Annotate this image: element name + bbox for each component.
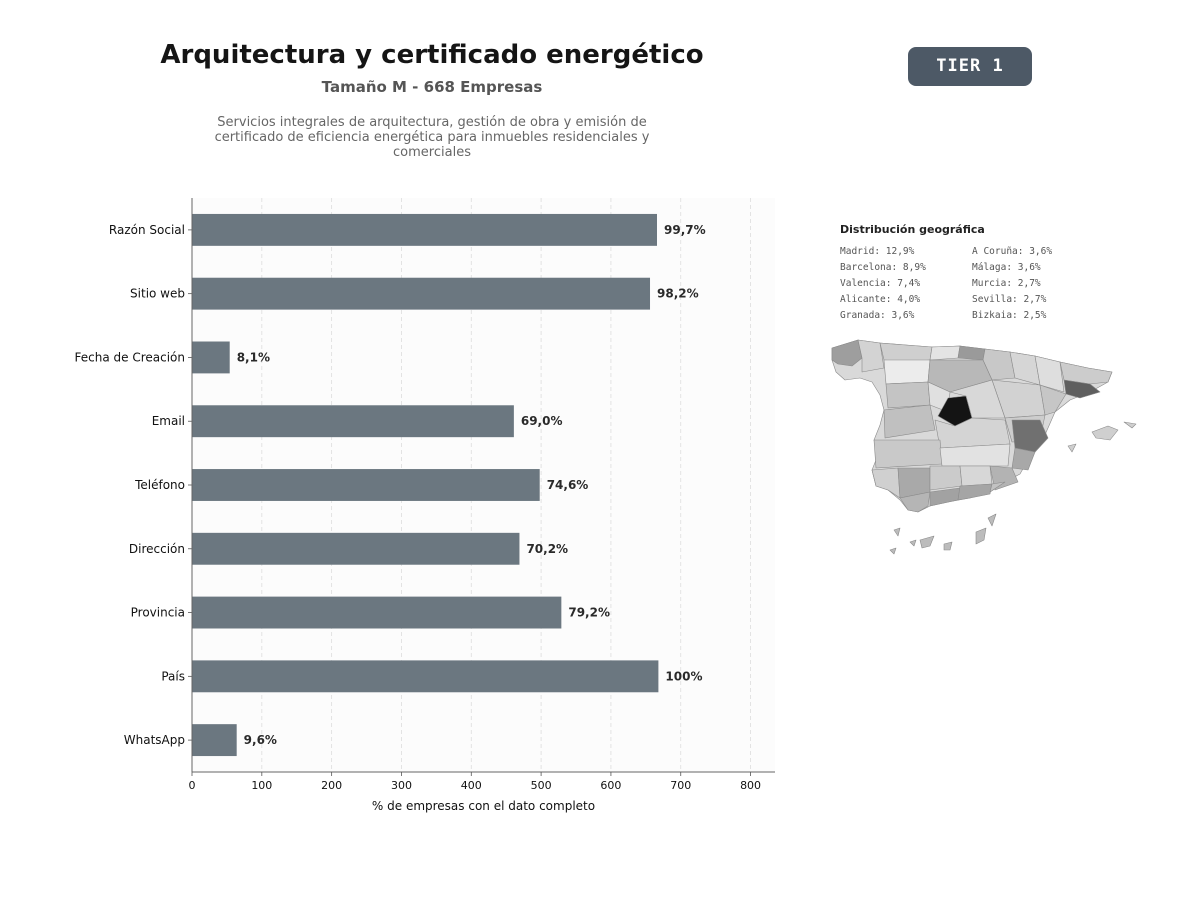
bar bbox=[192, 596, 562, 629]
geo-item: Murcia: 2,7% bbox=[972, 278, 1041, 289]
geo-distribution-title: Distribución geográfica bbox=[840, 223, 985, 236]
x-tick-label: 400 bbox=[461, 779, 482, 792]
province-ciudad-real bbox=[939, 443, 1011, 467]
y-tick-label: Fecha de Creación bbox=[75, 350, 185, 364]
geo-item: Bizkaia: 2,5% bbox=[972, 310, 1047, 321]
x-tick-label: 700 bbox=[670, 779, 691, 792]
bar bbox=[192, 213, 658, 246]
province-asturias bbox=[879, 342, 933, 363]
data-label: 79,2% bbox=[568, 606, 610, 620]
province-bizkaia bbox=[957, 345, 986, 361]
province-badajoz bbox=[873, 439, 943, 469]
y-tick-label: Provincia bbox=[131, 606, 185, 620]
sector-description: Servicios integrales de arquitectura, ge… bbox=[214, 115, 650, 160]
geo-item: Málaga: 3,6% bbox=[972, 262, 1041, 273]
province-navarra bbox=[982, 348, 1016, 381]
data-label: 8,1% bbox=[237, 350, 270, 364]
data-label: 99,7% bbox=[664, 223, 706, 237]
geo-distribution-list: Madrid: 12,9% A Coruña: 3,6% Barcelona: … bbox=[840, 246, 1100, 322]
x-tick-label: 600 bbox=[600, 779, 621, 792]
province-lugo bbox=[857, 339, 885, 373]
geo-item: Alicante: 4,0% bbox=[840, 294, 921, 305]
geo-item: Sevilla: 2,7% bbox=[972, 294, 1047, 305]
geo-item: A Coruña: 3,6% bbox=[972, 246, 1053, 257]
balearic-islands bbox=[1091, 425, 1119, 441]
x-tick-label: 100 bbox=[251, 779, 272, 792]
tier-badge: TIER 1 bbox=[908, 47, 1032, 86]
x-axis-title: % de empresas con el dato completo bbox=[372, 799, 595, 813]
data-label: 74,6% bbox=[547, 478, 589, 492]
y-tick-label: Teléfono bbox=[134, 478, 185, 492]
province-zamora bbox=[885, 381, 931, 409]
province-jaen bbox=[959, 465, 993, 487]
province-cantabria bbox=[929, 345, 961, 361]
data-label: 98,2% bbox=[657, 287, 699, 301]
page-subtitle: Tamaño M - 668 Empresas bbox=[321, 78, 543, 96]
data-label: 100% bbox=[665, 669, 702, 683]
province-cadiz bbox=[899, 491, 931, 513]
geo-item: Valencia: 7,4% bbox=[840, 278, 921, 289]
y-tick-label: Dirección bbox=[129, 542, 185, 556]
province-barcelona bbox=[1063, 379, 1101, 399]
province-tarragona bbox=[1039, 384, 1067, 416]
data-label: 70,2% bbox=[526, 542, 568, 556]
geo-item: Granada: 3,6% bbox=[840, 310, 915, 321]
province-huelva bbox=[871, 467, 901, 499]
x-tick-label: 500 bbox=[531, 779, 552, 792]
y-tick-label: País bbox=[161, 669, 185, 683]
y-tick-label: WhatsApp bbox=[124, 733, 185, 747]
province-lleida bbox=[1034, 355, 1065, 393]
bar bbox=[192, 660, 659, 693]
bar bbox=[192, 277, 651, 310]
geo-item: Barcelona: 8,9% bbox=[840, 262, 926, 273]
province-guadalajara bbox=[949, 379, 1006, 419]
province-granada bbox=[957, 483, 993, 501]
y-tick-label: Email bbox=[152, 414, 185, 428]
data-label: 69,0% bbox=[521, 414, 563, 428]
bar bbox=[192, 341, 230, 374]
province-leon bbox=[883, 359, 931, 385]
y-tick-label: Sitio web bbox=[130, 287, 185, 301]
province-alicante bbox=[1011, 447, 1036, 471]
province-valencia bbox=[1011, 419, 1049, 453]
province-caceres bbox=[883, 404, 936, 439]
bar bbox=[192, 724, 237, 757]
x-tick-label: 200 bbox=[321, 779, 342, 792]
province-almeria bbox=[989, 481, 1006, 493]
balearic-islands-small bbox=[1123, 421, 1137, 429]
canary-islands bbox=[889, 513, 997, 555]
x-tick-label: 300 bbox=[391, 779, 412, 792]
y-tick-label: Razón Social bbox=[109, 223, 185, 237]
x-tick-label: 0 bbox=[189, 779, 196, 792]
data-label: 9,6% bbox=[244, 733, 277, 747]
geo-item: Madrid: 12,9% bbox=[840, 246, 915, 257]
page-title: Arquitectura y certificado energético bbox=[160, 40, 704, 70]
bar bbox=[192, 469, 540, 501]
balearic-islands-west bbox=[1067, 443, 1077, 453]
bar bbox=[192, 532, 520, 565]
x-tick-label: 800 bbox=[740, 779, 761, 792]
bar bbox=[192, 405, 514, 438]
province-cordoba bbox=[929, 465, 963, 491]
